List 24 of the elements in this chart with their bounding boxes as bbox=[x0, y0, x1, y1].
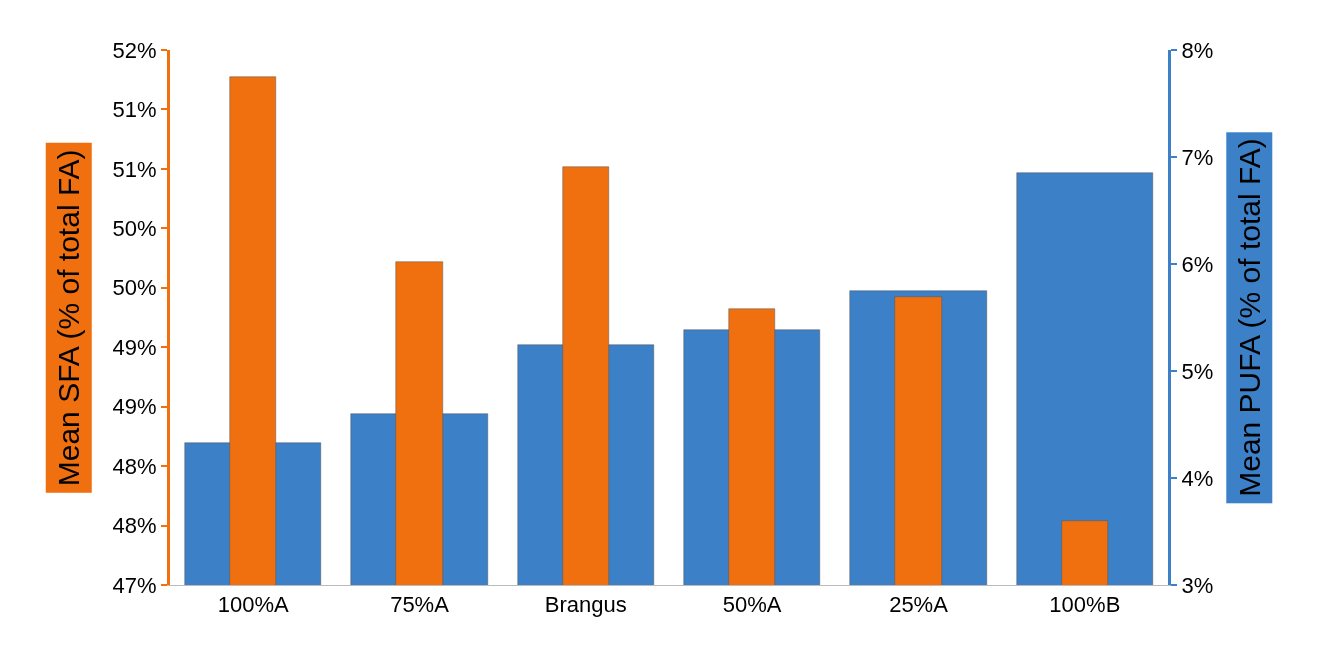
x-tick-label: 25%A bbox=[889, 592, 949, 618]
y-axis-title: Mean SFA (% of total FA) bbox=[52, 149, 86, 487]
y2-tick-label: 5% bbox=[1181, 358, 1214, 384]
y-tick-label: 52% bbox=[112, 37, 157, 63]
y-tick-label: 50% bbox=[112, 275, 157, 301]
y-tick-label: 48% bbox=[112, 513, 157, 539]
y2-tick-label: 6% bbox=[1181, 251, 1214, 277]
x-tick-label: 100%A bbox=[217, 592, 289, 618]
y-tick-label: 49% bbox=[112, 394, 157, 420]
y-tick-label: 51% bbox=[112, 156, 157, 182]
y2-tick-label: 7% bbox=[1181, 144, 1214, 170]
y-tick-label: 49% bbox=[112, 334, 157, 360]
y2-tick-label: 4% bbox=[1181, 465, 1214, 491]
x-tick-label: 75%A bbox=[390, 592, 450, 618]
x-tick-label: Brangus bbox=[544, 592, 627, 618]
x-tick-label: 100%B bbox=[1049, 592, 1121, 618]
y-tick-label: 51% bbox=[112, 97, 157, 123]
y-tick-label: 47% bbox=[112, 572, 157, 598]
y-tick-label: 48% bbox=[112, 453, 157, 479]
x-tick-label: 50%A bbox=[722, 592, 782, 618]
y2-tick-label: 8% bbox=[1181, 37, 1214, 63]
y2-tick-label: 3% bbox=[1181, 572, 1214, 598]
y-tick-label: 50% bbox=[112, 216, 157, 242]
y2-axis-title: Mean PUFA (% of total FA) bbox=[1232, 138, 1266, 497]
